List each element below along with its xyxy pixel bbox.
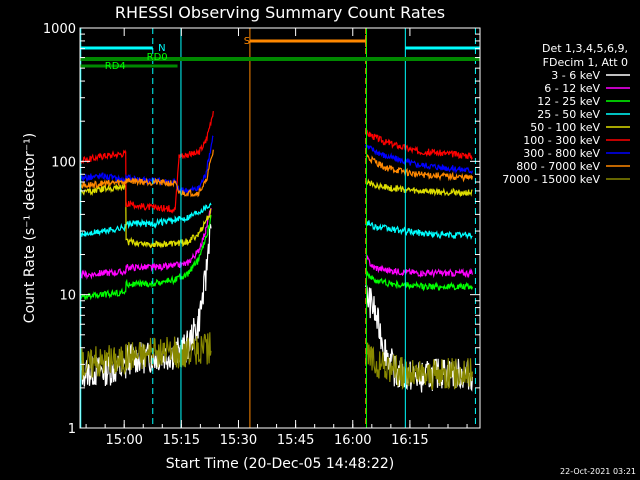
annotation-label: N: [158, 43, 165, 54]
x-tick-label: 15:30: [220, 433, 257, 448]
series-line: [80, 202, 473, 241]
annotation-label: RD0: [147, 52, 168, 63]
y-axis-label: Count Rate (s⁻¹ detector⁻¹): [22, 133, 38, 323]
legend-entry: 50 - 100 keV: [530, 121, 600, 134]
legend-entry: 3 - 6 keV: [551, 69, 600, 82]
annotation-label: S: [244, 36, 250, 47]
y-tick-label: 1: [68, 422, 76, 437]
annotation-label: RD4: [105, 61, 126, 72]
x-tick-label: 15:15: [163, 433, 200, 448]
x-axis-label: Start Time (20-Dec-05 14:48:22): [166, 456, 394, 472]
y-tick-label: 1000: [43, 22, 76, 37]
legend-header: Det 1,3,4,5,6,9,: [542, 42, 628, 55]
legend-entry: 12 - 25 keV: [537, 95, 600, 108]
legend-entry: 25 - 50 keV: [537, 108, 600, 121]
series-line: [80, 111, 473, 214]
series-line: [80, 215, 473, 301]
series-line: [80, 178, 473, 249]
y-tick-label: 100: [51, 155, 76, 170]
x-tick-label: 16:15: [391, 433, 428, 448]
legend-entry: 6 - 12 keV: [544, 82, 600, 95]
x-tick-label: 15:45: [277, 433, 314, 448]
x-tick-label: 16:00: [334, 433, 371, 448]
series-line: [80, 135, 473, 196]
x-tick-label: 15:00: [105, 433, 142, 448]
plot-frame: [79, 27, 481, 429]
series-line: [80, 223, 473, 393]
legend-entry: 100 - 300 keV: [523, 134, 600, 147]
series-line: [80, 149, 473, 198]
y-tick-label: 10: [59, 289, 76, 304]
series-line: [80, 207, 473, 280]
legend-entry: 7000 - 15000 keV: [502, 173, 600, 186]
series-line: [80, 332, 473, 390]
timestamp: 22-Oct-2021 03:21: [560, 467, 636, 476]
chart-title: RHESSI Observing Summary Count Rates: [115, 3, 445, 22]
legend-entry: 300 - 800 keV: [523, 147, 600, 160]
legend-entry: 800 - 7000 keV: [516, 160, 600, 173]
legend-header: FDecim 1, Att 0: [543, 56, 628, 69]
